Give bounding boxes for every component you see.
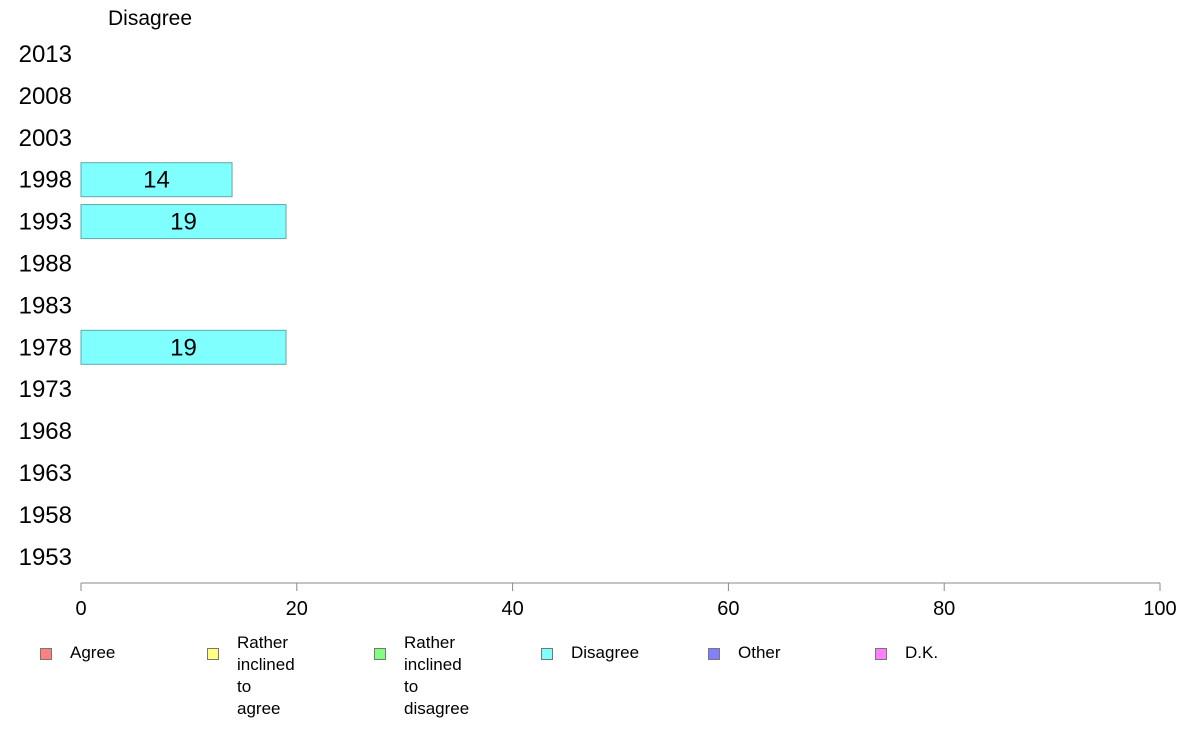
category-label: 1968 [19,418,72,445]
data-label: 19 [170,209,197,236]
legend-label-dk: D.K. [905,643,939,662]
category-label: 1998 [19,167,72,194]
category-label: 2013 [19,41,72,68]
x-tick-label: 0 [75,598,86,620]
x-tick-label: 100 [1143,598,1176,620]
category-label: 1973 [19,376,72,403]
legend-label-disagree: Disagree [571,643,640,662]
category-label: 1983 [19,292,72,319]
category-label: 1963 [19,460,72,487]
legend: Agree Rather inclined to agree Rather in… [0,630,1188,718]
legend-label-agree: Agree [70,643,116,662]
category-label: 2003 [19,125,72,152]
bar [80,204,287,240]
legend-swatch-rather-disagree [374,648,386,660]
category-label: 1958 [19,502,72,529]
legend-swatch-disagree [541,648,553,660]
legend-swatch-other [708,648,720,660]
legend-label-rather-agree: Rather inclined to agree [237,633,295,718]
category-label: 1978 [19,334,72,361]
x-tick-label: 40 [501,598,523,620]
legend-swatch-rather-agree [207,648,219,660]
bar [80,329,287,365]
category-label: 1988 [19,251,72,278]
bar [80,162,233,198]
legend-label-rather-disagree: Rather inclined to disagree [404,633,470,718]
legend-swatch-agree [40,648,52,660]
data-label: 14 [143,167,170,194]
x-tick-label: 20 [286,598,308,620]
chart-title: Disagree [108,7,193,30]
bar-chart: 2013 2008 2003 1998 1993 1988 1983 1978 1973 1968… [19,41,1177,620]
category-label: 1993 [19,209,72,236]
category-label: 1953 [19,544,72,571]
category-label: 2008 [19,83,72,110]
legend-label-other: Other [738,643,781,662]
x-tick-label: 60 [717,598,739,620]
x-tick-label: 80 [933,598,955,620]
data-label: 19 [170,334,197,361]
legend-swatch-dk [875,648,887,660]
